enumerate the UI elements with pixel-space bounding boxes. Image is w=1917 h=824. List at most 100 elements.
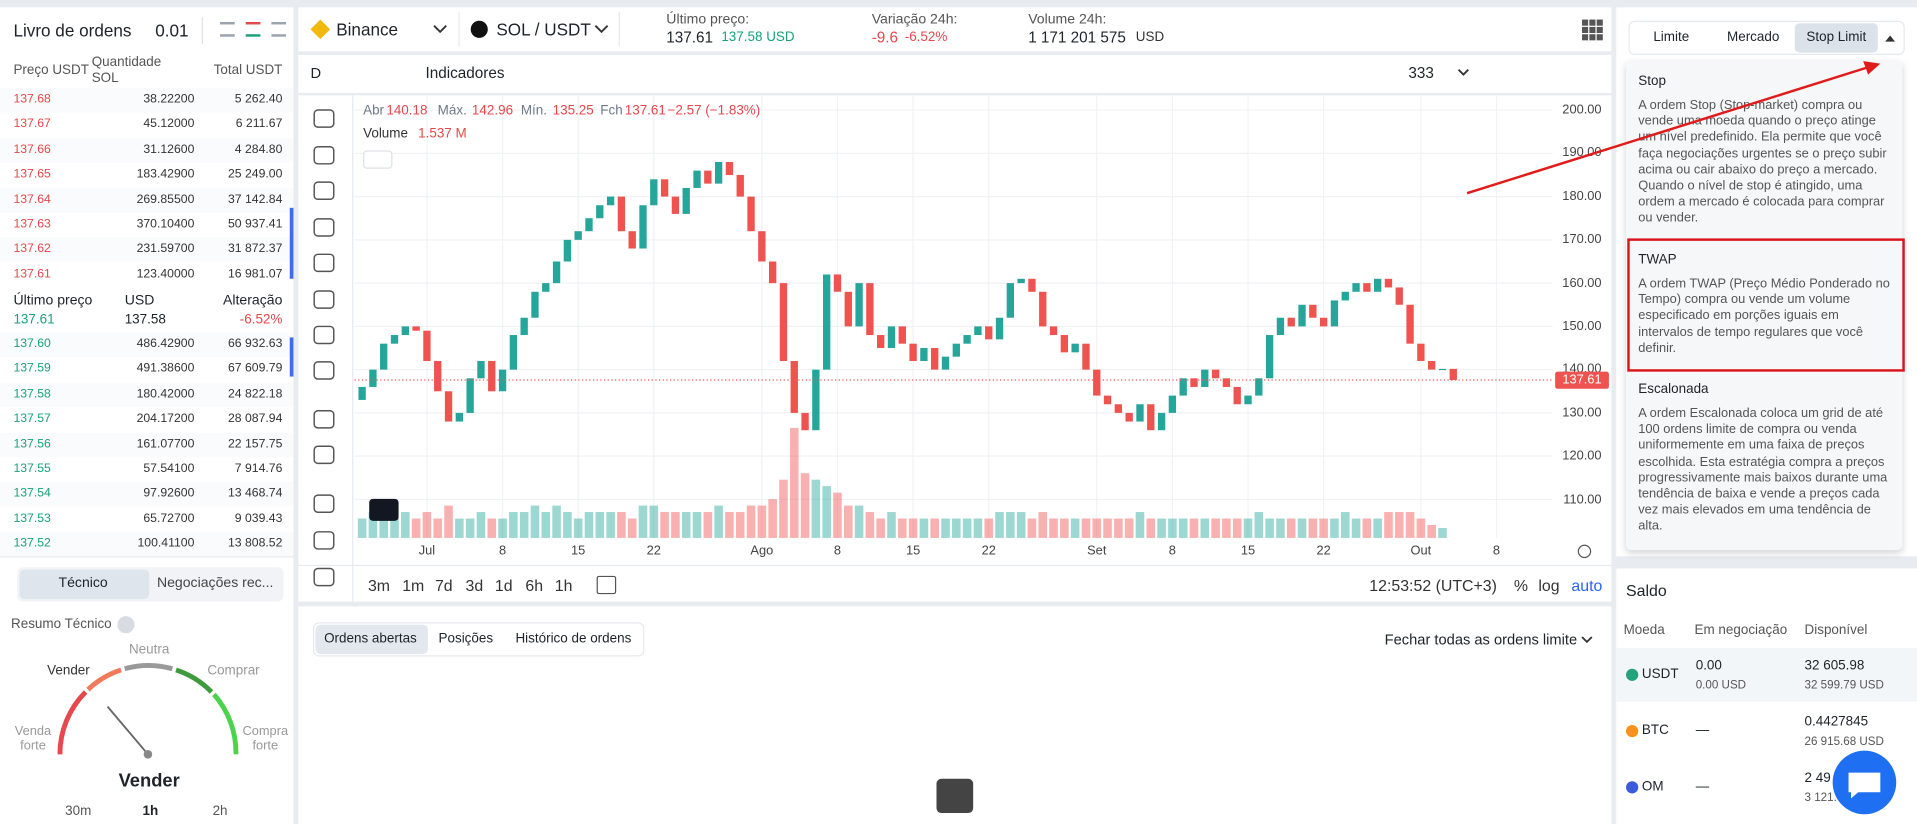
asks: 25 249.00 [228, 167, 283, 182]
active-tab[interactable] [1794, 23, 1878, 53]
volume: 1.537 M [418, 126, 467, 142]
ranges[interactable]: 1m [402, 576, 425, 595]
name[interactable]: Escalonada [1638, 382, 1709, 397]
tabs[interactable]: Negociações rec... [156, 576, 274, 591]
active-tab[interactable] [19, 569, 150, 600]
bids: 67 609.79 [228, 362, 283, 376]
timeframes[interactable]: 30m [65, 803, 92, 819]
book-view-button[interactable] [220, 22, 235, 37]
book-view-button[interactable] [271, 22, 287, 37]
available-usd: 32 599.79 USD [1804, 678, 1884, 693]
asset: BTC [1641, 723, 1669, 738]
description: A ordem Stop (Stop-market) compra ou ven… [1638, 97, 1887, 226]
options[interactable]: log [1538, 576, 1560, 595]
high: 142.96 [471, 103, 514, 118]
bids: 204.17200 [136, 412, 195, 426]
ranges[interactable]: 3d [465, 576, 484, 595]
book-view-button[interactable] [245, 22, 261, 37]
bids: 65.72700 [143, 512, 195, 526]
bids: 97.92600 [143, 487, 195, 501]
ranges[interactable]: 1d [494, 576, 513, 595]
count[interactable]: 333 [1408, 64, 1434, 82]
label: Set [1087, 543, 1107, 559]
tabs[interactable]: Posições [438, 631, 494, 647]
label: 8 [833, 543, 842, 559]
header-bar [298, 7, 1612, 52]
low: 135.25 [552, 103, 594, 118]
bids: 22 157.75 [228, 437, 283, 451]
asks: 4 284.80 [234, 142, 283, 157]
asset: USDT [1641, 666, 1679, 682]
bids: 491.38600 [136, 362, 195, 376]
ranges[interactable]: 6h [525, 576, 544, 595]
columns: Moeda [1623, 622, 1665, 638]
tabs[interactable]: Mercado [1727, 29, 1780, 45]
bids: 161.07700 [136, 437, 195, 451]
asks: 6 211.67 [235, 117, 283, 132]
interval[interactable]: D [310, 64, 322, 82]
timeframes[interactable]: 2h [212, 803, 228, 819]
name[interactable]: TWAP [1638, 252, 1677, 268]
timeframes[interactable]: 1h [142, 803, 159, 819]
label: 22 [646, 543, 661, 559]
description: A ordem TWAP (Preço Médio Ponderado no T… [1638, 276, 1890, 356]
bids: 24 822.18 [228, 387, 283, 401]
volume-label: Volume [363, 126, 408, 142]
label: 130.00 [1562, 405, 1602, 420]
book-row [0, 137, 294, 163]
panel [0, 557, 294, 824]
options[interactable]: % [1513, 576, 1528, 595]
name[interactable]: Stop [1638, 73, 1666, 89]
chart-panel [298, 95, 1612, 602]
cancel-all[interactable]: Fechar todas as ordens limite [1384, 630, 1578, 648]
tabs[interactable]: Técnico [58, 576, 108, 591]
asks: 137.65 [13, 167, 51, 182]
label: 200.00 [1562, 102, 1602, 118]
tabs[interactable]: Stop Limit [1806, 29, 1867, 45]
ranges[interactable]: 1h [554, 576, 573, 595]
options[interactable]: auto [1571, 576, 1603, 595]
book-row [0, 382, 294, 407]
open-label: Abr [363, 103, 385, 118]
close-label: Fch [600, 103, 623, 118]
label: Out [1410, 543, 1432, 559]
coin-icon [1626, 781, 1639, 794]
tabs[interactable]: Histórico de ordens [515, 631, 632, 647]
exchange: Binance [336, 19, 399, 40]
clock: 12:53:52 (UTC+3) [1369, 576, 1497, 595]
book-row [0, 88, 294, 113]
indicators[interactable]: Indicadores [425, 64, 505, 82]
in-trade: — [1695, 779, 1710, 795]
label: 15 [1240, 543, 1256, 559]
label: 170.00 [1562, 232, 1602, 247]
asks: 269.85500 [136, 192, 195, 207]
bids: 137.56 [13, 437, 51, 451]
book-row [0, 237, 294, 263]
label: 150.00 [1562, 318, 1602, 334]
label: 8 [1168, 543, 1176, 559]
divider [201, 17, 203, 45]
chat-button[interactable] [1832, 750, 1897, 815]
active-tab[interactable] [315, 624, 428, 655]
tabs[interactable]: Limite [1653, 29, 1690, 45]
label: 120.00 [1562, 448, 1602, 464]
book-row [0, 187, 294, 213]
divider [458, 12, 460, 47]
columns: Quantidade SOL [91, 55, 162, 86]
ranges[interactable]: 3m [367, 576, 391, 595]
asks: 50 937.41 [228, 217, 283, 232]
label: Jul [418, 543, 436, 559]
divider [298, 564, 1612, 567]
result: Vender [118, 770, 180, 792]
ranges[interactable]: 7d [434, 576, 453, 595]
available-usd: 26 915.68 USD [1804, 735, 1884, 749]
divider [618, 12, 620, 47]
tabs[interactable]: Ordens abertas [324, 631, 417, 647]
asks: 137.62 [13, 242, 51, 256]
close: 137.61 [624, 103, 666, 118]
calendar-icon[interactable] [596, 575, 617, 595]
label: Volume 24h: [1028, 12, 1107, 28]
label: Ago [750, 543, 774, 559]
asks: 370.10400 [136, 217, 195, 232]
collapse-button[interactable] [363, 150, 393, 169]
